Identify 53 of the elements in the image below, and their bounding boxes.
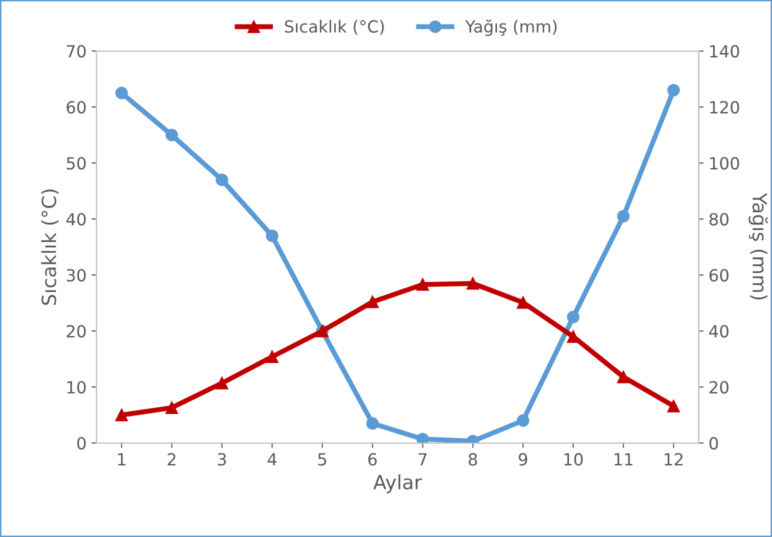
point [566, 310, 580, 324]
y2-axis-title: Yağış (mm) [748, 192, 768, 300]
y2-tick-label: 120 [710, 100, 740, 114]
y-tick-label: 0 [77, 436, 86, 450]
point [466, 277, 480, 290]
y-axis-title: Sıcaklık (°C) [41, 190, 59, 305]
y2-tick-label: 20 [710, 380, 728, 394]
point [366, 296, 379, 308]
x-tick-label: 9 [518, 453, 528, 466]
y-tick-label: 70 [66, 44, 86, 58]
y-tick-label: 30 [66, 268, 86, 282]
y2-tick-label: 0 [709, 436, 718, 450]
y2-tick-label: 100 [710, 156, 740, 170]
y2-tick-label: 140 [710, 44, 740, 58]
y-tick-label: 50 [66, 156, 86, 170]
y-tick-label: 20 [66, 324, 86, 338]
x-tick-label: 11 [614, 453, 632, 466]
x-tick-label: 7 [418, 453, 427, 466]
point [617, 370, 630, 384]
point [166, 401, 178, 414]
x-tick-label: 2 [168, 453, 176, 466]
point [516, 414, 530, 427]
y2-tick-label: 80 [710, 212, 728, 226]
x-tick-label: 12 [664, 453, 683, 466]
point [516, 296, 530, 309]
y-tick-label: 10 [67, 380, 86, 394]
x-tick-label: 5 [318, 453, 326, 466]
point [266, 230, 278, 242]
point [366, 417, 379, 430]
x-tick-label: 8 [468, 453, 478, 466]
point [667, 400, 680, 412]
point [115, 86, 128, 100]
point [216, 376, 228, 390]
x-tick-label: 4 [268, 453, 276, 466]
y-tick-label: 60 [66, 100, 86, 114]
x-tick-label: 6 [368, 453, 377, 466]
x-axis-title: Aylar [373, 474, 422, 494]
point [216, 174, 228, 186]
point [667, 84, 680, 96]
legend-label: Yağış (mm) [465, 19, 557, 36]
legend-label: Sıcaklık (°C) [284, 20, 384, 35]
point [166, 128, 178, 142]
point [416, 278, 429, 291]
y-tick-label: 40 [66, 212, 86, 226]
y2-tick-label: 60 [710, 268, 728, 282]
x-tick-label: 3 [218, 453, 226, 466]
point [617, 210, 630, 222]
point [416, 432, 429, 444]
point [266, 350, 278, 364]
point [115, 408, 128, 422]
y2-tick-label: 40 [709, 324, 728, 338]
x-tick-label: 1 [118, 453, 126, 466]
x-tick-label: 10 [564, 453, 583, 466]
